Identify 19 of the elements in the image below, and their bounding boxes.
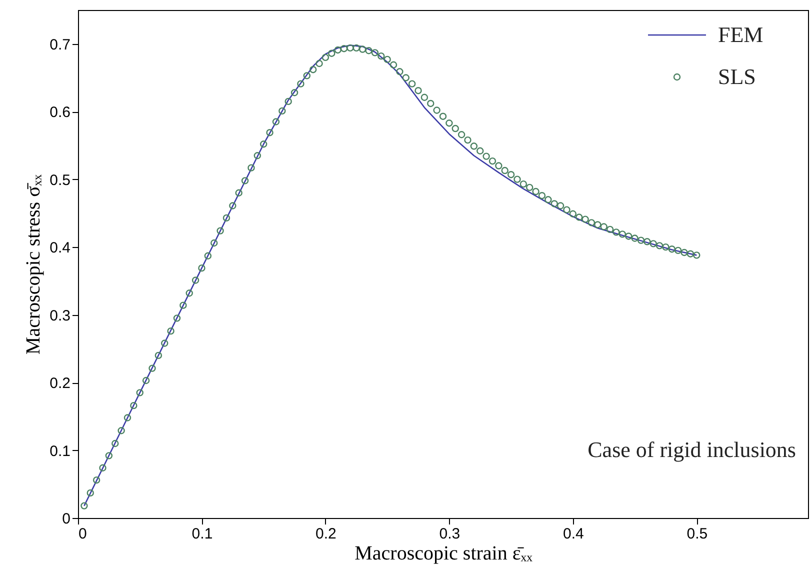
y-tick-label: 0.7 (50, 36, 70, 54)
y-tick-label: 0 (62, 510, 70, 528)
y-tick-label: 0.4 (50, 240, 70, 257)
y-tick-label: 0.6 (50, 104, 70, 122)
x-tick-label: 0 (78, 526, 87, 542)
legend-label: SLS (718, 64, 756, 89)
legend-label: FEM (718, 22, 764, 47)
y-tick-label: 0.3 (50, 307, 70, 324)
x-tick-label: 0.1 (192, 526, 213, 542)
x-axis-title: Macroscopic strain ε̄ₓₓ (354, 542, 533, 564)
x-tick-label: 0.3 (439, 526, 460, 542)
x-tick-label: 0.2 (316, 526, 336, 542)
x-tick-label: 0.5 (686, 526, 708, 542)
annotation: Case of rigid inclusions (588, 437, 796, 462)
x-tick-label: 0.4 (562, 526, 584, 542)
y-tick-label: 0.2 (50, 375, 70, 392)
y-tick-label: 0.1 (50, 442, 70, 460)
y-tick-label: 0.5 (50, 172, 70, 189)
y-axis-title: Macroscopic stress σ̄ₓₓ (22, 174, 45, 355)
